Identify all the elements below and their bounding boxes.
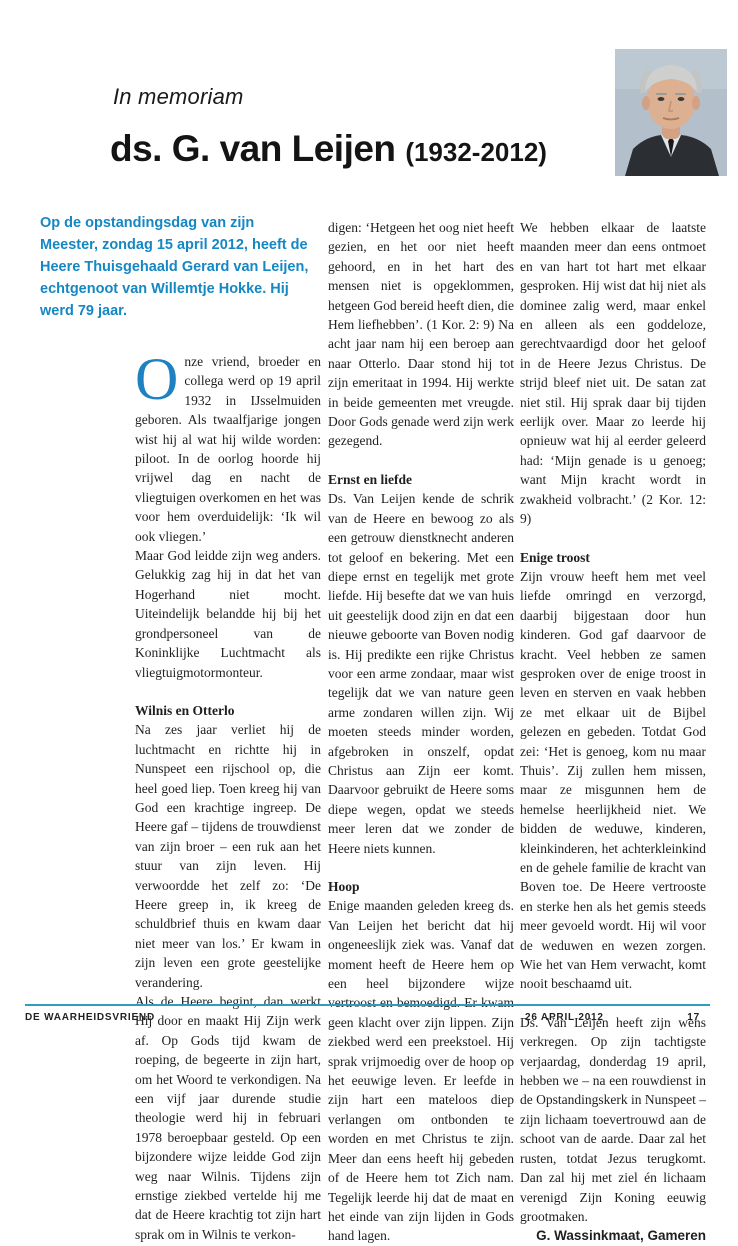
footer-issue-date: 26 APRIL 2012	[525, 1012, 604, 1023]
kicker-in-memoriam: In memoriam	[113, 84, 244, 109]
section-heading-ernst-en-liefde: Ernst en liefde	[328, 471, 412, 487]
author-signature: G. Wassinkmaat, Gameren	[536, 1228, 706, 1244]
paragraph: Zijn vrouw heeft hem met veel liefde omr…	[520, 568, 706, 992]
portrait-photo-image	[615, 49, 727, 176]
paragraph: Ds. Van Leijen kende de schrik van de He…	[328, 491, 514, 856]
paragraph: We hebben elkaar de laatste maanden meer…	[520, 220, 706, 527]
section-heading-wilnis-en-otterlo: Wilnis en Otterlo	[135, 702, 235, 718]
footer: DE WAARHEIDSVRIEND 26 APRIL 2012 17	[25, 1012, 710, 1028]
dropcap-letter: O	[135, 346, 179, 412]
paragraph: Na zes jaar verliet hij de luchtmacht en…	[135, 722, 321, 990]
article-title: ds. G. van Leijen (1932-2012)	[110, 128, 547, 170]
paragraph: Maar God leidde zijn weg anders. Gelukki…	[135, 548, 321, 680]
section-heading-hoop: Hoop	[328, 879, 360, 894]
article-title-years: (1932-2012)	[405, 137, 547, 167]
body-column-3: We hebben elkaar de laatste maanden meer…	[520, 218, 706, 1246]
paragraph: digen: ‘Hetgeen het oog niet heeft gezie…	[328, 220, 514, 449]
footer-publication-name: DE WAARHEIDSVRIEND	[25, 1012, 155, 1023]
paragraph: Ds. Van Leijen heeft zijn wens verkregen…	[520, 1014, 706, 1224]
body-column-2: digen: ‘Hetgeen het oog niet heeft gezie…	[328, 218, 514, 1246]
portrait-photo	[615, 49, 727, 176]
article-title-name: ds. G. van Leijen	[110, 128, 396, 169]
paragraph: Enige maanden geleden kreeg ds. Van Leij…	[328, 898, 514, 1244]
section-heading-enige-troost: Enige troost	[520, 549, 590, 565]
paragraph-text: nze vriend, broeder en collega werd op 1…	[135, 354, 321, 544]
footer-rule	[25, 1004, 710, 1006]
paragraph: Als de Heere begint, dan werkt Hij door …	[135, 994, 321, 1242]
intro-lead: Op de opstandingsdag van zijn Meester, z…	[40, 215, 309, 319]
footer-page-number: 17	[687, 1012, 700, 1023]
